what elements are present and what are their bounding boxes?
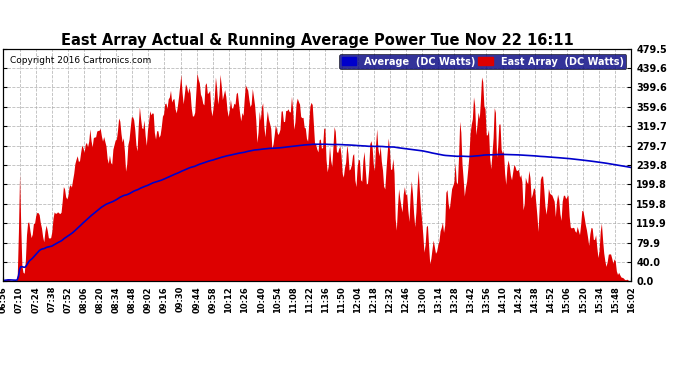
Legend: Average  (DC Watts), East Array  (DC Watts): Average (DC Watts), East Array (DC Watts…: [339, 54, 627, 69]
Text: Copyright 2016 Cartronics.com: Copyright 2016 Cartronics.com: [10, 56, 151, 65]
Title: East Array Actual & Running Average Power Tue Nov 22 16:11: East Array Actual & Running Average Powe…: [61, 33, 574, 48]
